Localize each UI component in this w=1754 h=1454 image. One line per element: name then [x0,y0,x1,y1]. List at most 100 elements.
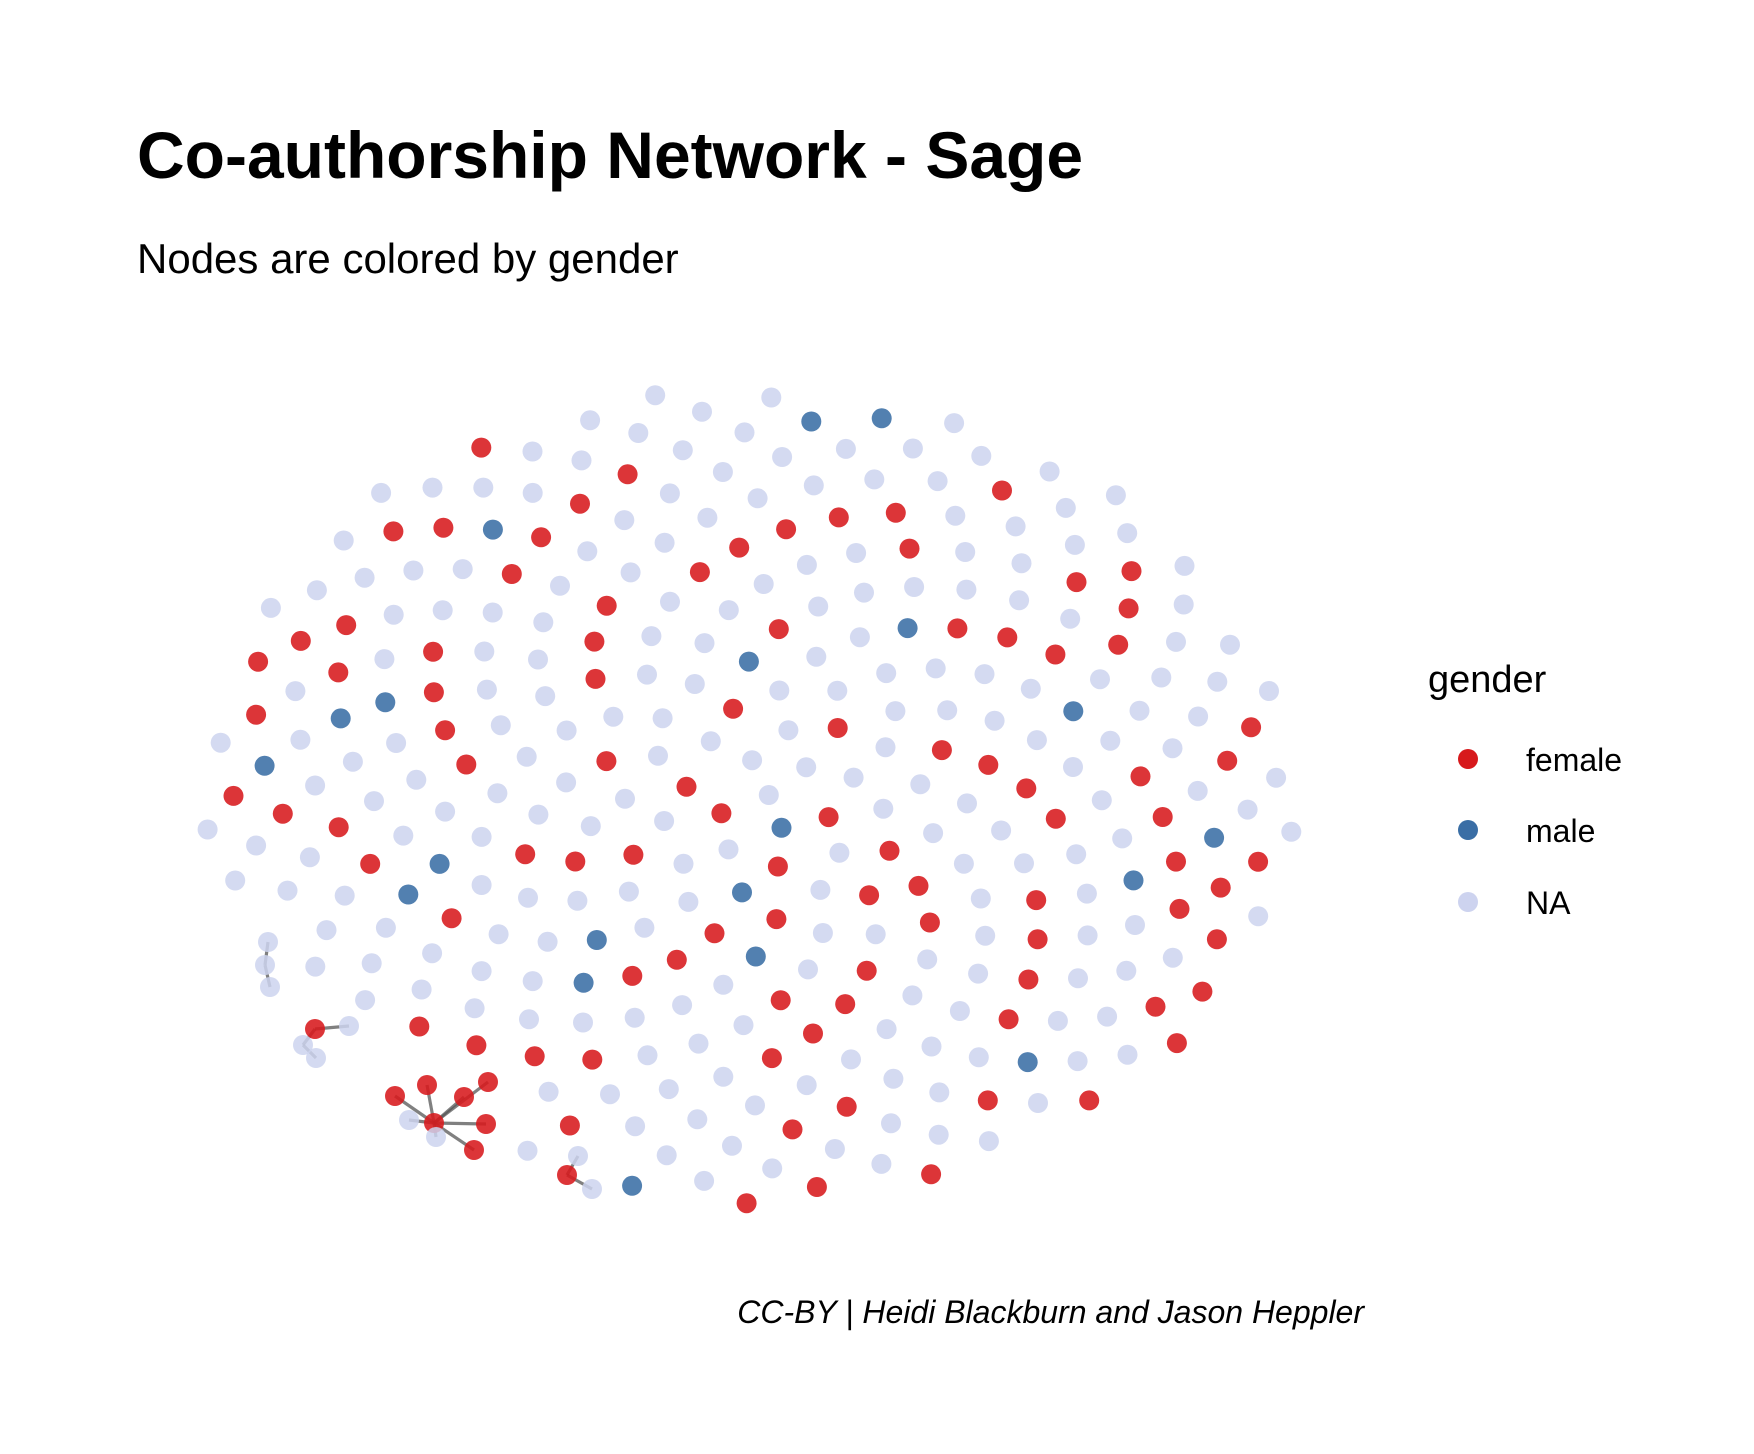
network-node-female [1145,996,1166,1017]
network-node-na [713,1066,734,1087]
network-node-female [856,960,877,981]
network-node-na [522,971,543,992]
network-node-female [1192,981,1213,1002]
network-node-na [673,853,694,874]
network-node-na [871,1153,892,1174]
network-node-na [519,1009,539,1030]
network-node-na [393,825,414,846]
network-node-na [482,602,503,623]
network-node-na [876,663,897,684]
network-node-female [383,521,404,542]
network-node-female [290,630,311,651]
network-node-female [908,875,929,896]
network-node-na [953,853,974,874]
network-node-na [386,733,407,753]
network-node-na [1064,534,1085,555]
network-node-na [305,775,326,796]
network-node-na [1077,925,1098,946]
network-node-female [931,740,952,761]
legend: gender female male NA [1428,659,1622,921]
network-node-male [573,972,594,993]
network-node-female [1152,807,1173,827]
network-node-female [1066,572,1087,593]
network-nodes [197,385,1302,1214]
network-node-na [1011,553,1032,574]
network-node-female [859,885,880,906]
network-node-female [776,519,797,540]
network-node-female [768,619,789,640]
network-node-na [568,1146,588,1166]
network-node-female [557,1165,577,1185]
network-node-female [476,1114,496,1134]
network-node-na [937,700,958,721]
network-node-na [694,633,715,654]
network-node-na [978,1131,999,1152]
network-node-female [803,1023,823,1044]
network-node-male [622,1175,643,1196]
network-node-na [426,1127,446,1147]
network-node-na [618,881,639,902]
network-node-na [808,596,829,617]
network-node-na [927,471,948,492]
network-node-na [917,949,938,970]
network-node-female [766,909,787,930]
network-node-na [1068,968,1088,989]
network-node-na [375,917,396,938]
network-node-na [580,410,601,431]
network-node-na [1097,1006,1118,1027]
network-node-female [899,538,920,559]
network-node-na [974,664,995,685]
chart-subtitle: Nodes are colored by gender [137,235,679,282]
network-node-na [628,423,649,443]
network-node-na [473,477,494,498]
network-node-na [354,567,375,588]
network-node-female [770,990,791,1011]
network-node-male [429,853,450,874]
network-node-na [355,990,376,1011]
network-node-female [835,994,856,1015]
network-node-na [1116,960,1137,981]
network-node-na [734,422,755,443]
network-node-male [482,519,503,540]
network-node-na [1067,1051,1088,1072]
network-node-male [1123,870,1144,891]
network-node-na [1039,461,1060,482]
network-node-female [977,1090,998,1111]
network-node-na [656,1145,677,1166]
network-node-na [260,977,280,997]
network-node-na [299,847,320,868]
network-node-na [474,641,495,662]
network-node-na [620,562,641,583]
network-node-female [584,631,605,652]
network-node-na [432,600,453,621]
network-node-female [623,844,644,865]
network-node-na [796,554,817,575]
network-node-na [339,1016,359,1036]
network-node-female [456,754,477,775]
network-node-na [371,482,392,503]
network-node-male [586,930,607,950]
network-node-male [254,755,275,776]
network-node-na [1055,497,1076,518]
network-node-female [704,923,725,944]
network-node-na [1020,678,1041,699]
network-node-na [921,1036,942,1057]
network-node-na [991,820,1012,841]
network-node-female [723,698,744,719]
network-node-female [818,807,839,828]
network-node-na [904,577,925,597]
network-node-female [1108,634,1129,655]
network-node-na [968,963,989,984]
network-node-na [471,961,492,982]
network-node-female [478,1072,498,1092]
network-node-female [360,853,381,874]
legend-swatch-female [1458,749,1478,769]
network-node-female [879,840,900,861]
network-node-female [501,564,522,584]
network-node-female [328,817,349,838]
network-node-female [827,718,848,738]
network-node-female [1118,598,1139,619]
network-node-female [305,1019,325,1039]
network-node-na [654,532,675,553]
network-node-na [902,985,923,1006]
